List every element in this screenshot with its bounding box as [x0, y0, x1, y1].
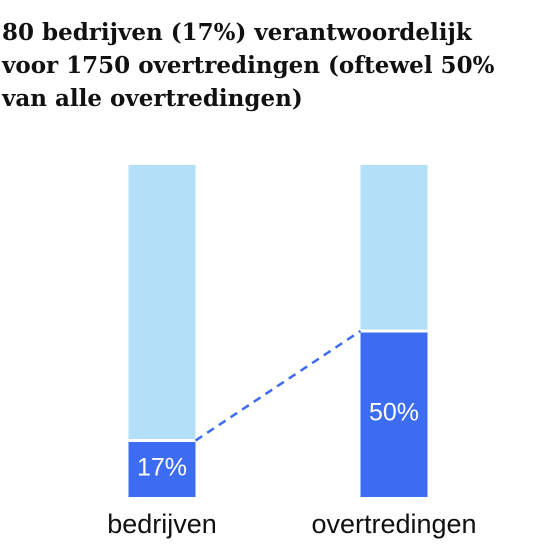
bar-segment [128, 440, 196, 497]
chart-title: 80 bedrijven (17%) verantwoordelijk [2, 19, 473, 46]
x-tick-label: overtredingen [311, 509, 476, 539]
bar-segment [360, 165, 428, 331]
chart-title: voor 1750 overtredingen (oftewel 50% [1, 52, 495, 79]
connector [194, 329, 362, 442]
bar-segment [128, 165, 196, 441]
value-label: 17% [137, 453, 187, 481]
bar-segment [360, 331, 428, 497]
chart-title: van alle overtredingen) [1, 85, 303, 112]
value-label: 50% [369, 399, 419, 427]
x-tick-label: bedrijven [107, 509, 217, 539]
